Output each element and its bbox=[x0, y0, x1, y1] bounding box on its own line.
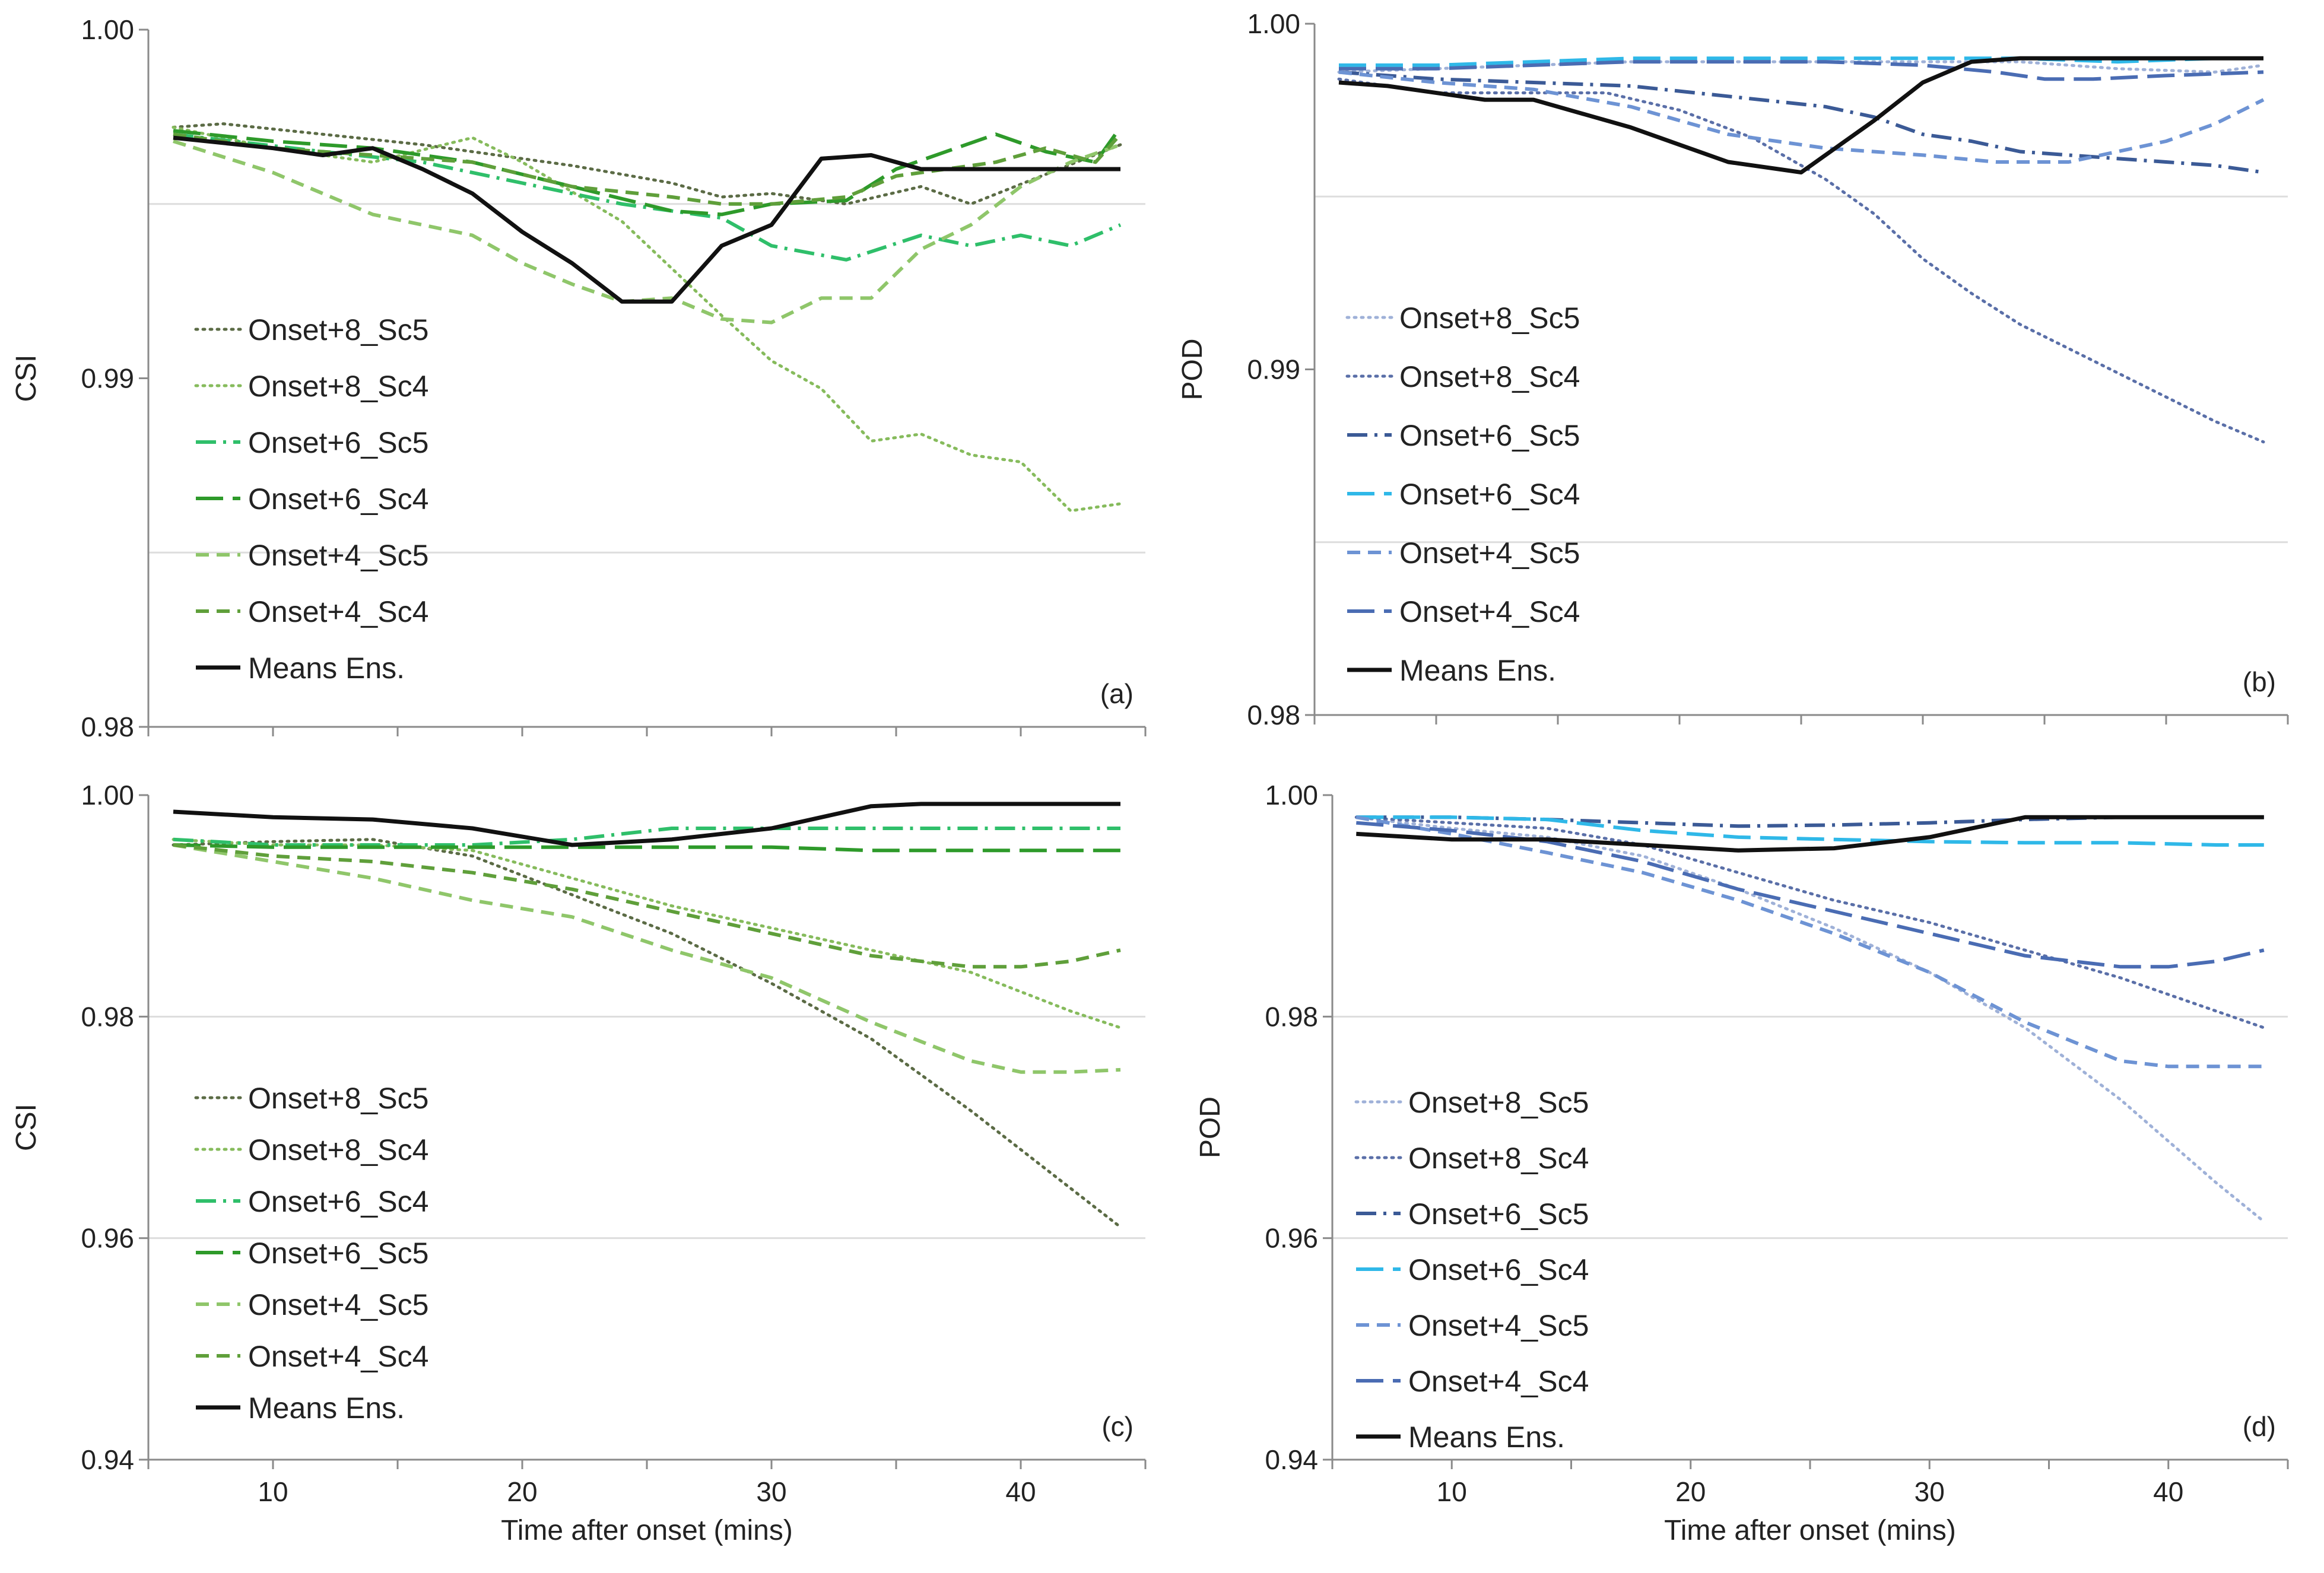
x-tick-label: 10 bbox=[1437, 1476, 1467, 1507]
x-tick-label: 20 bbox=[507, 1476, 537, 1507]
legend-label: Onset+8_Sc5 bbox=[248, 1082, 428, 1115]
legend-label: Onset+6_Sc4 bbox=[248, 1185, 428, 1218]
legend-label: Onset+8_Sc4 bbox=[248, 370, 428, 403]
legend-label: Onset+6_Sc5 bbox=[1408, 1197, 1589, 1231]
chart-panel-b: 0.98 0.99 1.00 POD (b) Onset+8_Sc5 Onset+8_Sc4… bbox=[1177, 8, 2289, 730]
legend-label: Onset+4_Sc4 bbox=[248, 1340, 428, 1373]
y-tick-label: 0.99 bbox=[81, 363, 134, 394]
y-tick-label: 1.00 bbox=[1265, 780, 1318, 811]
x-tick-label: 40 bbox=[1005, 1476, 1036, 1507]
y-axis-title: POD bbox=[1177, 338, 1208, 400]
y-axis-title: CSI bbox=[11, 1104, 42, 1151]
y-tick-label: 0.99 bbox=[1247, 354, 1300, 385]
series-line-onset-4-sc5 bbox=[1338, 70, 2265, 164]
series-line-means-ens- bbox=[1338, 56, 2263, 174]
series-line-onset-8-sc4 bbox=[1337, 77, 2265, 444]
series-line-onset-4-sc4 bbox=[1339, 60, 2264, 81]
chart-panel-c: 0.94 0.96 0.98 1.00 10 20 30 40 CSI Time after on… bbox=[11, 780, 1147, 1546]
legend-label: Onset+4_Sc5 bbox=[1399, 536, 1580, 570]
legend-label: Means Ens. bbox=[1399, 654, 1556, 687]
y-tick-label: 0.96 bbox=[1265, 1223, 1318, 1254]
legend-label: Onset+4_Sc4 bbox=[1399, 595, 1580, 628]
series-line-onset-6-sc4 bbox=[173, 827, 1120, 847]
y-tick-label: 0.94 bbox=[1265, 1444, 1318, 1475]
y-tick-label: 0.98 bbox=[81, 1001, 134, 1032]
panel-label: (a) bbox=[1100, 678, 1134, 709]
legend: Onset+8_Sc5 Onset+8_Sc4 Onset+6_Sc5 Onset+6… bbox=[1345, 301, 1580, 687]
panel-label: (b) bbox=[2243, 666, 2276, 697]
panel-label: (c) bbox=[1101, 1411, 1134, 1442]
series-line-onset-6-sc5 bbox=[173, 132, 1122, 262]
legend-label: Onset+8_Sc5 bbox=[248, 313, 428, 347]
chart-panel-d: 0.94 0.96 0.98 1.00 10 20 30 40 POD Time after on… bbox=[1195, 780, 2289, 1546]
y-tick-label: 1.00 bbox=[81, 14, 134, 45]
series-line-onset-6-sc4 bbox=[1356, 815, 2264, 847]
legend-label: Means Ens. bbox=[248, 1391, 405, 1425]
series-line-onset-6-sc5 bbox=[173, 843, 1120, 853]
series-line-onset-4-sc5 bbox=[1355, 815, 2264, 1069]
legend-label: Onset+8_Sc4 bbox=[248, 1133, 428, 1167]
series-line-onset-4-sc5 bbox=[173, 843, 1121, 1074]
x-tick-label: 40 bbox=[2153, 1476, 2183, 1507]
legend: Onset+8_Sc5 Onset+8_Sc4 Onset+6_Sc4 Onset+6… bbox=[194, 1082, 428, 1425]
series-line-onset-8-sc5 bbox=[172, 838, 1122, 1229]
series-line-onset-6-sc5 bbox=[1338, 70, 2264, 174]
series-line-means-ens- bbox=[1356, 815, 2264, 853]
legend-label: Onset+8_Sc4 bbox=[1399, 360, 1580, 393]
series-line-onset-8-sc4 bbox=[1354, 815, 2266, 1029]
legend-label: Onset+6_Sc4 bbox=[248, 482, 428, 516]
y-tick-label: 1.00 bbox=[1247, 8, 1300, 39]
legend-label: Onset+8_Sc5 bbox=[1408, 1086, 1589, 1119]
y-tick-label: 0.98 bbox=[1265, 1001, 1318, 1032]
legend-label: Onset+4_Sc5 bbox=[248, 1288, 428, 1321]
legend: Onset+8_Sc5 Onset+8_Sc4 Onset+6_Sc5 Onset+6… bbox=[1354, 1086, 1589, 1454]
series-line-onset-8-sc5 bbox=[172, 122, 1122, 206]
series-line-means-ens- bbox=[173, 802, 1120, 847]
series-line-means-ens- bbox=[173, 135, 1120, 304]
legend-label: Onset+6_Sc5 bbox=[248, 426, 428, 459]
y-axis-title: CSI bbox=[11, 354, 42, 402]
series-line-onset-4-sc4 bbox=[1356, 821, 2265, 969]
legend-label: Onset+6_Sc5 bbox=[248, 1237, 428, 1270]
legend-label: Onset+4_Sc5 bbox=[1408, 1309, 1589, 1342]
series-line-onset-6-sc4 bbox=[1339, 56, 2263, 67]
legend-label: Onset+8_Sc4 bbox=[1408, 1142, 1589, 1175]
legend-label: Onset+8_Sc5 bbox=[1399, 301, 1580, 335]
x-tick-label: 20 bbox=[1675, 1476, 1706, 1507]
legend-label: Means Ens. bbox=[248, 652, 405, 685]
y-axis-title: POD bbox=[1195, 1097, 1226, 1158]
y-tick-label: 1.00 bbox=[81, 780, 134, 811]
legend-label: Onset+4_Sc4 bbox=[248, 595, 428, 628]
series-line-onset-4-sc4 bbox=[173, 132, 1122, 206]
x-tick-label: 30 bbox=[756, 1476, 786, 1507]
legend-label: Means Ens. bbox=[1408, 1421, 1565, 1454]
legend: Onset+8_Sc5 Onset+8_Sc4 Onset+6_Sc5 Onset+6… bbox=[194, 313, 428, 685]
series-line-onset-4-sc5 bbox=[173, 139, 1121, 325]
legend-label: Onset+6_Sc5 bbox=[1399, 419, 1580, 452]
y-tick-label: 0.98 bbox=[1247, 700, 1300, 730]
y-tick-label: 0.96 bbox=[81, 1223, 134, 1254]
x-tick-label: 10 bbox=[258, 1476, 288, 1507]
panel-label: (d) bbox=[2243, 1411, 2276, 1442]
x-tick-label: 30 bbox=[1915, 1476, 1945, 1507]
chart-panel-a: 0.98 0.99 1.00 CSI (a) Onset+8_Sc5 Onset+8_Sc4… bbox=[11, 14, 1147, 742]
x-axis-title: Time after onset (mins) bbox=[1664, 1515, 1956, 1546]
legend-label: Onset+4_Sc4 bbox=[1408, 1365, 1589, 1398]
legend-label: Onset+4_Sc5 bbox=[248, 539, 428, 572]
y-tick-label: 0.94 bbox=[81, 1444, 134, 1475]
legend-label: Onset+6_Sc4 bbox=[1408, 1253, 1589, 1286]
x-axis-title: Time after onset (mins) bbox=[501, 1515, 793, 1546]
legend-label: Onset+6_Sc4 bbox=[1399, 478, 1580, 511]
series-line-onset-8-sc5 bbox=[1354, 815, 2266, 1224]
y-tick-label: 0.98 bbox=[81, 711, 134, 742]
